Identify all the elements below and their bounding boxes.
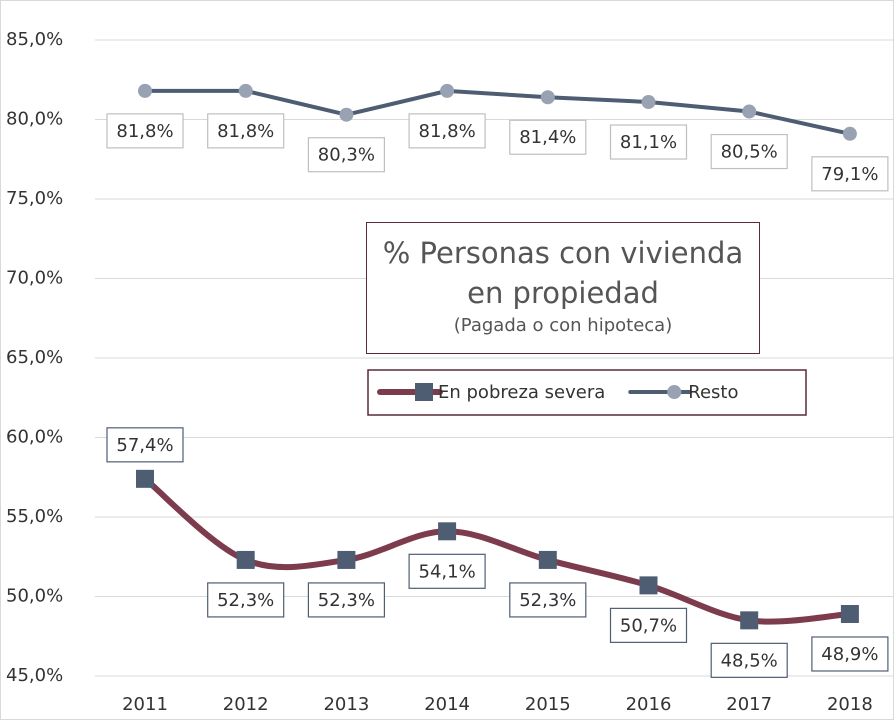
data-point <box>438 522 457 541</box>
data-label: 80,3% <box>318 145 375 166</box>
data-point <box>742 104 757 119</box>
data-label: 52,3% <box>519 590 576 611</box>
legend-marker <box>667 385 682 399</box>
data-label-box <box>609 124 688 160</box>
legend-label: Resto <box>688 382 738 403</box>
data-point <box>639 576 658 595</box>
x-tick-label: 2013 <box>323 694 369 715</box>
data-label: 79,1% <box>821 164 878 185</box>
data-label-box <box>408 553 486 589</box>
data-label: 80,5% <box>721 142 778 163</box>
series-line <box>145 88 851 136</box>
data-point <box>337 550 356 569</box>
y-tick-label: 75,0% <box>6 188 63 209</box>
data-label-box <box>307 582 385 618</box>
chart-subtitle: (Pagada o con hipoteca) <box>453 315 673 336</box>
data-point <box>840 604 859 623</box>
data-point <box>538 550 557 569</box>
y-tick-label: 85,0% <box>6 29 63 50</box>
data-label-box <box>609 607 688 643</box>
x-tick-label: 2012 <box>223 694 269 715</box>
data-label-box <box>811 636 889 672</box>
x-tick-label: 2011 <box>122 694 168 715</box>
x-tick-label: 2016 <box>626 694 672 715</box>
data-point <box>540 90 555 105</box>
data-label-box <box>408 113 486 149</box>
y-tick-label: 55,0% <box>6 506 63 527</box>
y-tick-label: 50,0% <box>6 586 63 607</box>
y-tick-label: 45,0% <box>6 665 63 686</box>
data-label: 81,8% <box>419 121 476 142</box>
data-point <box>440 83 455 98</box>
y-tick-label: 60,0% <box>6 427 63 448</box>
x-tick-label: 2015 <box>525 694 571 715</box>
data-label: 48,9% <box>821 644 878 665</box>
data-point <box>136 469 154 488</box>
data-point <box>339 107 354 122</box>
legend-marker <box>415 383 433 401</box>
data-point <box>641 95 656 110</box>
data-label-box <box>207 113 285 149</box>
data-label: 52,3% <box>318 590 375 611</box>
data-label: 57,4% <box>116 435 173 456</box>
y-tick-label: 65,0% <box>6 347 63 368</box>
data-point <box>236 550 255 569</box>
data-label-box <box>207 582 285 618</box>
data-label-box <box>710 642 788 678</box>
data-point <box>740 611 759 630</box>
data-label-box <box>307 137 385 173</box>
data-label-box <box>509 582 587 618</box>
data-point <box>138 83 152 98</box>
data-label: 48,5% <box>721 650 778 671</box>
data-label: 54,1% <box>419 561 476 582</box>
data-label: 52,3% <box>217 590 274 611</box>
data-label: 81,1% <box>620 132 677 153</box>
data-label-box <box>811 156 889 192</box>
data-label: 81,8% <box>217 121 274 142</box>
data-point <box>238 83 253 98</box>
y-tick-label: 80,0% <box>6 109 63 130</box>
data-label: 81,8% <box>116 121 173 142</box>
data-label: 81,4% <box>519 127 576 148</box>
title-box: % Personas con vivienda en propiedad (Pa… <box>366 222 760 354</box>
y-tick-label: 70,0% <box>6 268 63 289</box>
data-point <box>842 126 857 141</box>
x-tick-label: 2018 <box>827 694 873 715</box>
data-label-box <box>710 133 788 170</box>
data-label: 50,7% <box>620 615 677 636</box>
data-label-box <box>106 427 184 463</box>
x-tick-label: 2017 <box>726 694 772 715</box>
data-label-box <box>106 113 184 149</box>
chart-title: % Personas con vivienda en propiedad <box>382 236 744 310</box>
x-tick-label: 2014 <box>424 694 470 715</box>
data-label-box <box>509 119 587 155</box>
legend-label: En pobreza severa <box>438 382 605 403</box>
